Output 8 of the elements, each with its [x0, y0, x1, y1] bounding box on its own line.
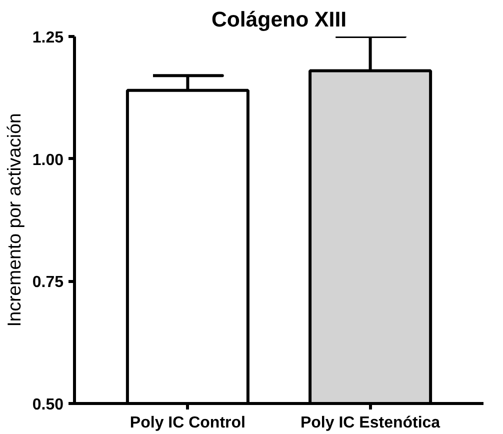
- y-tick-label: 0.75: [32, 274, 64, 292]
- x-tick-label: Poly IC Estenótica: [300, 414, 440, 432]
- y-tick-label: 1.00: [32, 152, 64, 169]
- x-tick-label: Poly IC Control: [130, 414, 246, 432]
- y-tick-label: 0.50: [32, 396, 64, 414]
- y-axis-title: Incremento por activación: [3, 113, 24, 327]
- chart-title: Colágeno XIII: [211, 8, 347, 32]
- y-tick-label: 1.25: [32, 30, 64, 46]
